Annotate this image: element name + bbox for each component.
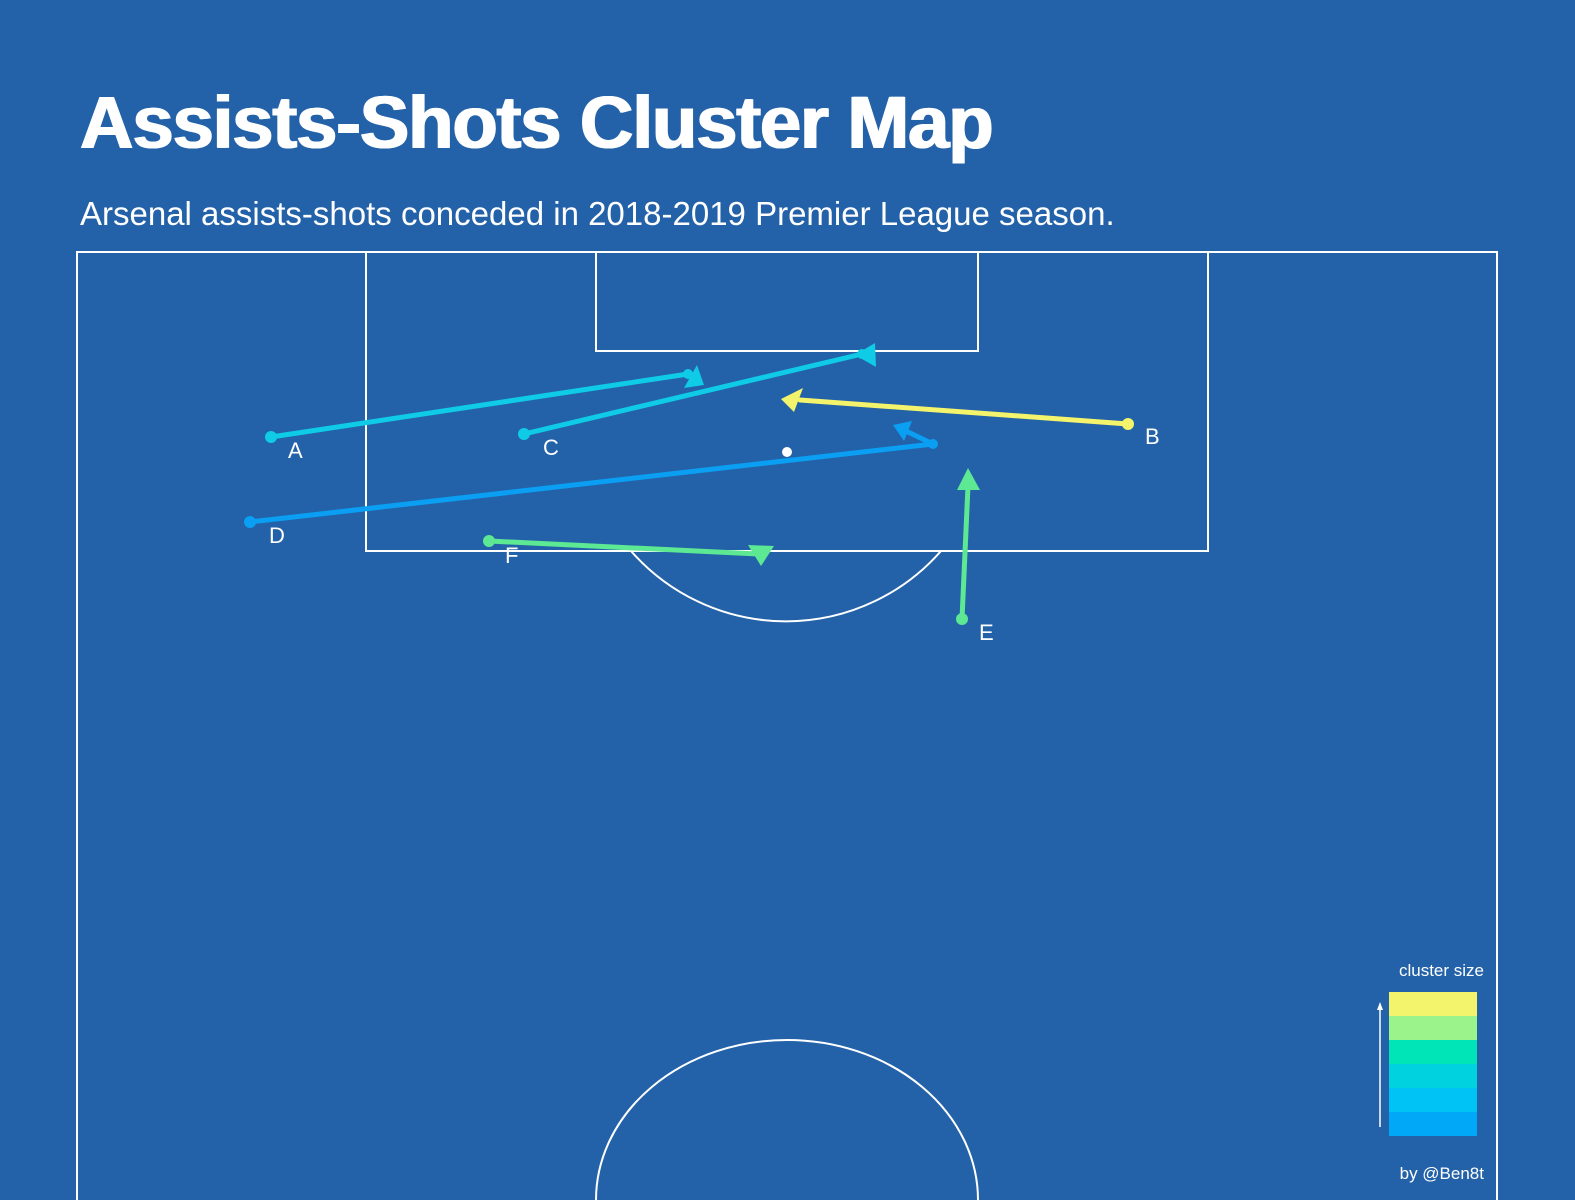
legend-swatches (1389, 992, 1477, 1136)
cluster-b-arrowhead (781, 388, 803, 412)
cluster-e-label: E (979, 620, 994, 645)
legend-swatch (1389, 1064, 1477, 1088)
center-circle (595, 1039, 979, 1200)
cluster-f-line (486, 538, 761, 557)
page-subtitle: Arsenal assists-shots conceded in 2018-2… (80, 195, 1115, 232)
cluster-c-arrow: C (518, 343, 876, 460)
credit-text: by @Ben8t (1399, 1164, 1484, 1183)
cluster-e-arrowhead (957, 468, 980, 490)
legend-swatch (1389, 1088, 1477, 1112)
six-yard-box (595, 251, 979, 352)
cluster-b-start (1122, 418, 1134, 430)
cluster-e-line (959, 483, 971, 622)
cluster-b-line (797, 397, 1131, 427)
cluster-f-arrow: F (483, 535, 774, 568)
cluster-c-label: C (543, 435, 559, 460)
cluster-b-label: B (1145, 424, 1160, 449)
cluster-d-arrowhead (893, 421, 912, 441)
cluster-d-short-line (905, 429, 936, 447)
legend-axis-arrowhead (1377, 1002, 1383, 1010)
cluster-c-start (518, 428, 530, 440)
cluster-b-arrow: B (781, 388, 1160, 449)
penalty-arc (630, 550, 942, 623)
cluster-c-line (521, 351, 865, 437)
cluster-f-start (483, 535, 495, 547)
cluster-arrows: A C B (244, 343, 1160, 645)
penalty-spot (782, 447, 792, 457)
legend-title: cluster size (1398, 961, 1484, 980)
cluster-size-legend (1377, 992, 1477, 1136)
cluster-d-line (247, 441, 936, 525)
cluster-a-line (268, 371, 691, 440)
legend-swatch (1389, 1016, 1477, 1040)
cluster-d-label: D (269, 523, 285, 548)
cluster-e-start (956, 613, 968, 625)
pitch-markings (76, 251, 1498, 1200)
cluster-a-arrowhead (684, 365, 704, 388)
page-title: Assists-Shots Cluster Map (80, 81, 994, 164)
cluster-a-arrow: A (265, 365, 704, 463)
cluster-f-label: F (505, 543, 518, 568)
cluster-a-start (265, 431, 277, 443)
cluster-d-start (244, 516, 256, 528)
legend-swatch (1389, 1112, 1477, 1136)
legend-swatch (1389, 992, 1477, 1016)
cluster-a-label: A (288, 438, 303, 463)
cluster-d-arrow: D (244, 421, 938, 548)
cluster-c-arrowhead (855, 343, 876, 367)
cluster-e-arrow: E (956, 468, 994, 645)
pitch-boundary (76, 251, 1498, 1200)
legend-swatch (1389, 1040, 1477, 1064)
cluster-f-arrowhead (748, 545, 774, 566)
